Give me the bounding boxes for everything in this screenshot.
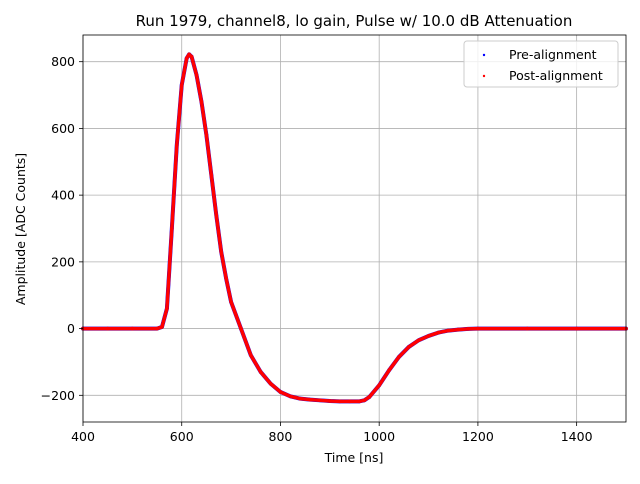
data-point-1-22 (258, 370, 263, 374)
chart-title: Run 1979, channel8, lo gain, Pulse w/ 10… (136, 12, 573, 30)
series-band-0 (81, 52, 628, 404)
legend-box (463, 40, 619, 88)
y-tick-label-0: −200 (41, 388, 75, 403)
data-point-1-10 (187, 52, 191, 57)
y-axis-label: Amplitude [ADC Counts] (13, 153, 28, 305)
data-point-1-26 (298, 396, 303, 401)
data-point-1-23 (268, 381, 273, 386)
x-tick-label-0: 400 (71, 429, 95, 444)
data-point-1-2 (130, 326, 135, 331)
data-point-1-15 (209, 173, 214, 177)
data-point-1-39 (416, 338, 421, 343)
data-point-1-14 (204, 133, 209, 137)
data-point-1-17 (219, 250, 224, 254)
series-1 (81, 52, 628, 404)
plot-border (82, 34, 627, 423)
data-point-1-46 (525, 326, 530, 331)
data-point-1-18 (224, 276, 228, 281)
y-tick-label-1: 0 (67, 321, 75, 336)
data-point-1-27 (308, 397, 312, 402)
data-point-1-20 (239, 326, 243, 331)
data-point-1-30 (337, 399, 342, 404)
series-band-1 (81, 52, 628, 404)
data-point-1-21 (249, 353, 253, 358)
axes-frame (82, 34, 627, 423)
legend-marker-post-alignment (482, 74, 486, 78)
data-point-1-13 (199, 99, 204, 104)
data-point-1-35 (377, 383, 381, 388)
ticks-layer: 400 600 800 1000 1200 1400 −200 0 200 400 600 800 (41, 54, 593, 444)
legend: Pre-alignment Post-alignment (463, 40, 619, 88)
plot-area (81, 52, 628, 404)
data-point-1-5 (165, 306, 169, 311)
data-point-1-31 (347, 399, 352, 404)
data-point-1-42 (446, 328, 451, 333)
grid-layer (82, 35, 626, 422)
data-point-1-19 (229, 300, 233, 304)
data-point-1-6 (170, 226, 174, 231)
data-point-1-29 (328, 399, 332, 403)
data-point-1-40 (426, 334, 431, 338)
y-tick-label-5: 800 (51, 54, 75, 69)
legend-label-pre-alignment: Pre-alignment (509, 47, 597, 62)
x-tick-label-2: 800 (269, 429, 293, 444)
data-point-1-1 (105, 326, 110, 331)
data-point-1-44 (466, 327, 470, 331)
legend-label-post-alignment: Post-alignment (509, 68, 603, 83)
x-tick-label-5: 1400 (561, 429, 593, 444)
data-point-1-7 (174, 143, 179, 147)
data-point-1-33 (362, 398, 367, 403)
y-tick-label-2: 200 (51, 254, 75, 269)
data-point-1-9 (184, 56, 189, 61)
data-point-1-43 (456, 327, 460, 332)
data-point-1-28 (318, 398, 322, 403)
x-tick-label-3: 1000 (363, 429, 395, 444)
data-point-1-37 (397, 355, 401, 359)
data-point-1-38 (407, 345, 411, 349)
x-tick-label-1: 600 (170, 429, 194, 444)
data-point-1-11 (189, 54, 194, 59)
data-point-1-41 (436, 330, 441, 335)
x-axis-label: Time [ns] (324, 450, 384, 465)
data-point-1-24 (278, 390, 283, 394)
data-point-1-47 (574, 326, 579, 331)
data-point-1-34 (367, 395, 372, 399)
data-point-1-8 (179, 83, 184, 87)
data-point-1-25 (288, 394, 293, 399)
x-tick-label-4: 1200 (462, 429, 494, 444)
data-point-1-4 (160, 325, 164, 329)
data-point-1-45 (476, 326, 480, 331)
data-point-1-16 (214, 213, 219, 217)
data-point-1-12 (194, 73, 199, 77)
data-point-1-3 (155, 326, 159, 331)
legend-marker-pre-alignment (482, 53, 486, 57)
y-tick-label-3: 400 (51, 188, 75, 203)
data-point-1-32 (357, 399, 362, 404)
y-tick-label-4: 600 (51, 121, 75, 136)
series-0 (81, 52, 628, 404)
data-point-1-36 (387, 368, 391, 373)
